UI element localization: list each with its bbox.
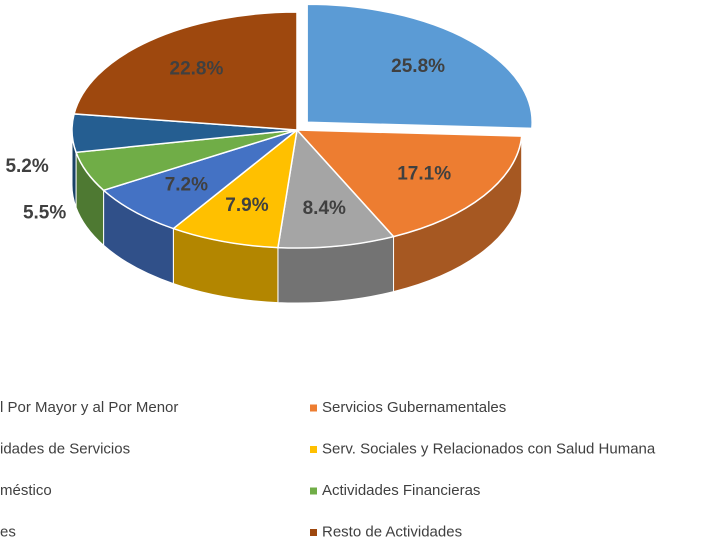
legend-label: l Por Mayor y al Por Menor: [0, 399, 178, 416]
legend-swatch: [310, 446, 317, 453]
legend-swatch: [310, 404, 317, 412]
data-label: 5.5%: [23, 202, 66, 223]
pie-tops: [71, 3, 533, 249]
data-label: 5.2%: [5, 156, 48, 177]
legend-swatch: [310, 487, 317, 495]
data-label: 17.1%: [397, 164, 451, 185]
legend-swatch: [310, 529, 317, 536]
legend-label: méstico: [0, 482, 52, 499]
data-label: 22.8%: [170, 59, 224, 80]
pie-slice: [277, 128, 395, 249]
legend-label: es: [0, 523, 16, 540]
pie-slice: [102, 129, 298, 230]
pie-sides: [71, 122, 533, 304]
legend-label: Resto de Actividades: [322, 523, 462, 540]
data-label: 8.4%: [303, 198, 346, 219]
legend-label: idades de Servicios: [0, 440, 130, 457]
pie-slice: [295, 129, 523, 238]
pie-slice: [171, 128, 299, 249]
pie-slice: [73, 11, 298, 131]
data-label: 7.2%: [165, 174, 208, 195]
legend-label: Actividades Financieras: [322, 482, 480, 499]
legend-label: Servicios Gubernamentales: [322, 399, 506, 416]
pie-slice: [306, 3, 533, 130]
data-label: 25.8%: [391, 56, 445, 77]
legend-label: Serv. Sociales y Relacionados con Salud …: [322, 440, 656, 457]
data-label: 7.9%: [225, 195, 268, 216]
